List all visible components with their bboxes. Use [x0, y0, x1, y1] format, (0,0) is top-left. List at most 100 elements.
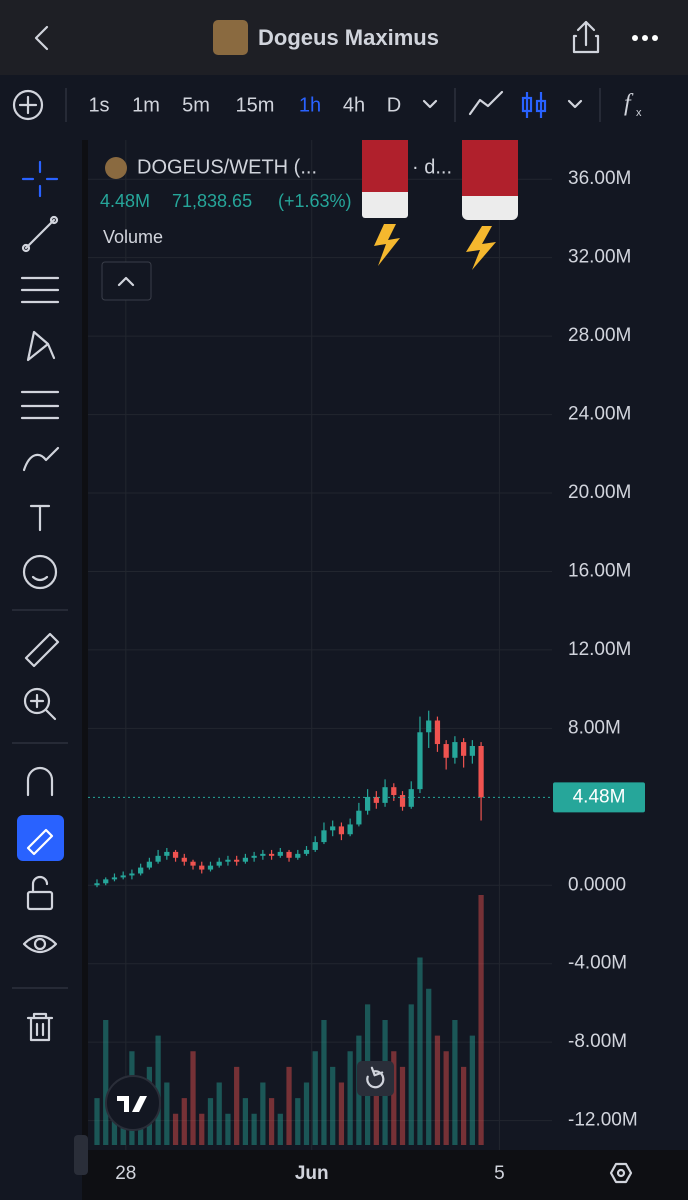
candle-body [138, 867, 144, 874]
symbol-avatar [105, 157, 127, 179]
chart-type-dropdown[interactable] [567, 99, 583, 109]
candle-body [443, 744, 449, 758]
candle-body [321, 830, 327, 843]
volume-bar [452, 1020, 458, 1145]
y-tick-label: 20.00M [568, 482, 631, 503]
candle-body [225, 859, 231, 862]
candle-body [260, 853, 266, 856]
candle-body [452, 742, 458, 758]
candle-body [268, 853, 275, 856]
volume-bar [434, 1035, 441, 1145]
volume-bar [225, 1113, 231, 1145]
candle-body [286, 851, 292, 858]
candle-body [111, 877, 118, 880]
y-tick-label: 8.00M [568, 717, 621, 738]
grid [88, 140, 552, 1150]
candle-series [94, 710, 484, 888]
drawing-tools[interactable] [20, 160, 60, 590]
candle-body [242, 857, 249, 862]
candle-body [251, 855, 257, 858]
candle-body [103, 879, 109, 884]
volume-bar [312, 1051, 318, 1145]
symbol: DOGEUS/WETH (... [137, 156, 317, 178]
y-tick-label: 36.00M [568, 168, 631, 189]
add-button[interactable] [12, 89, 44, 121]
candle-body [181, 857, 187, 862]
axes: 36.00M 32.00M 28.00M 24.00M 20.00M 16.00M 12.0… [88, 168, 645, 1184]
interval-button[interactable]: 5m [182, 94, 210, 116]
volume-bar [399, 1066, 406, 1145]
volume-value: 4.48M [100, 191, 150, 211]
x-tick-label: 5 [494, 1163, 505, 1184]
interval-button[interactable]: 4h [343, 94, 365, 116]
more-button[interactable] [632, 35, 658, 41]
candle-body [330, 826, 336, 831]
interval-button[interactable]: 1h [299, 94, 321, 116]
misc-tools[interactable] [22, 766, 58, 954]
candle-chart-button[interactable] [521, 92, 547, 118]
chart-pane [88, 140, 688, 1150]
reset-button[interactable] [357, 1061, 394, 1096]
candle-body [164, 851, 170, 856]
volume-bar [469, 1035, 475, 1145]
volume-bar [277, 1113, 283, 1145]
interval-dropdown[interactable] [422, 99, 438, 109]
candle-body [155, 855, 161, 862]
measure-tools[interactable] [23, 632, 60, 721]
candle-body [303, 849, 310, 854]
indicators-button[interactable]: f [624, 91, 634, 117]
price-change: (+1.63%) [278, 191, 352, 211]
candle-body [373, 796, 379, 803]
back-button[interactable] [34, 25, 49, 51]
volume-bar [111, 1113, 118, 1145]
volume-bar [216, 1082, 222, 1145]
candle-body [347, 824, 353, 835]
interval-button[interactable]: 15m [236, 94, 275, 116]
collapse-toolbar[interactable] [74, 1135, 88, 1175]
volume-bar [190, 1051, 196, 1145]
sticker [362, 140, 518, 270]
collapse-legend[interactable] [101, 261, 152, 301]
candle-body [207, 865, 214, 870]
delete-button[interactable] [26, 1012, 54, 1042]
settings-dot [616, 1168, 626, 1178]
volume-bar [242, 1098, 249, 1145]
y-tick-label: 12.00M [568, 639, 631, 660]
y-tick-label: 28.00M [568, 325, 631, 346]
volume-bar [303, 1082, 310, 1145]
chart-toolbar [0, 75, 688, 140]
interval-button[interactable]: 1m [132, 94, 160, 116]
volume-bar [391, 1051, 397, 1145]
interval-button[interactable]: D [387, 94, 401, 116]
volume-bar [426, 988, 432, 1145]
volume-bar [260, 1082, 266, 1145]
volume-bar [330, 1066, 336, 1145]
volume-bar [417, 957, 423, 1145]
volume-bar [373, 1066, 379, 1145]
volume-bar [199, 1113, 205, 1145]
volume-bar [461, 1066, 467, 1145]
line-chart-button[interactable] [468, 90, 504, 116]
volume-bar [408, 1004, 414, 1145]
candle-body [399, 795, 406, 807]
volume-bar [268, 1098, 275, 1145]
candle-body [120, 875, 126, 878]
reset-icon [366, 1066, 385, 1089]
tradingview-logo[interactable] [105, 1075, 161, 1131]
volume-bar [172, 1113, 179, 1145]
candle-body [408, 789, 414, 807]
volume-bar [94, 1098, 100, 1145]
y-tick-label: -12.00M [568, 1110, 638, 1131]
settings-button[interactable] [609, 1162, 633, 1184]
share-button[interactable] [572, 20, 600, 54]
lock-drawing-active[interactable] [17, 815, 64, 861]
indicators-button-sub: x [636, 107, 642, 119]
candle-body [417, 732, 423, 790]
interval-button[interactable]: 1s [88, 94, 109, 116]
volume-bar [478, 895, 484, 1145]
candle-body [216, 861, 222, 866]
interval-group: 1s 1m 5m 15m 1h 4h D [88, 94, 401, 116]
volume-bar [234, 1066, 240, 1145]
volume-bar [443, 1051, 449, 1145]
token-avatar [213, 20, 248, 55]
